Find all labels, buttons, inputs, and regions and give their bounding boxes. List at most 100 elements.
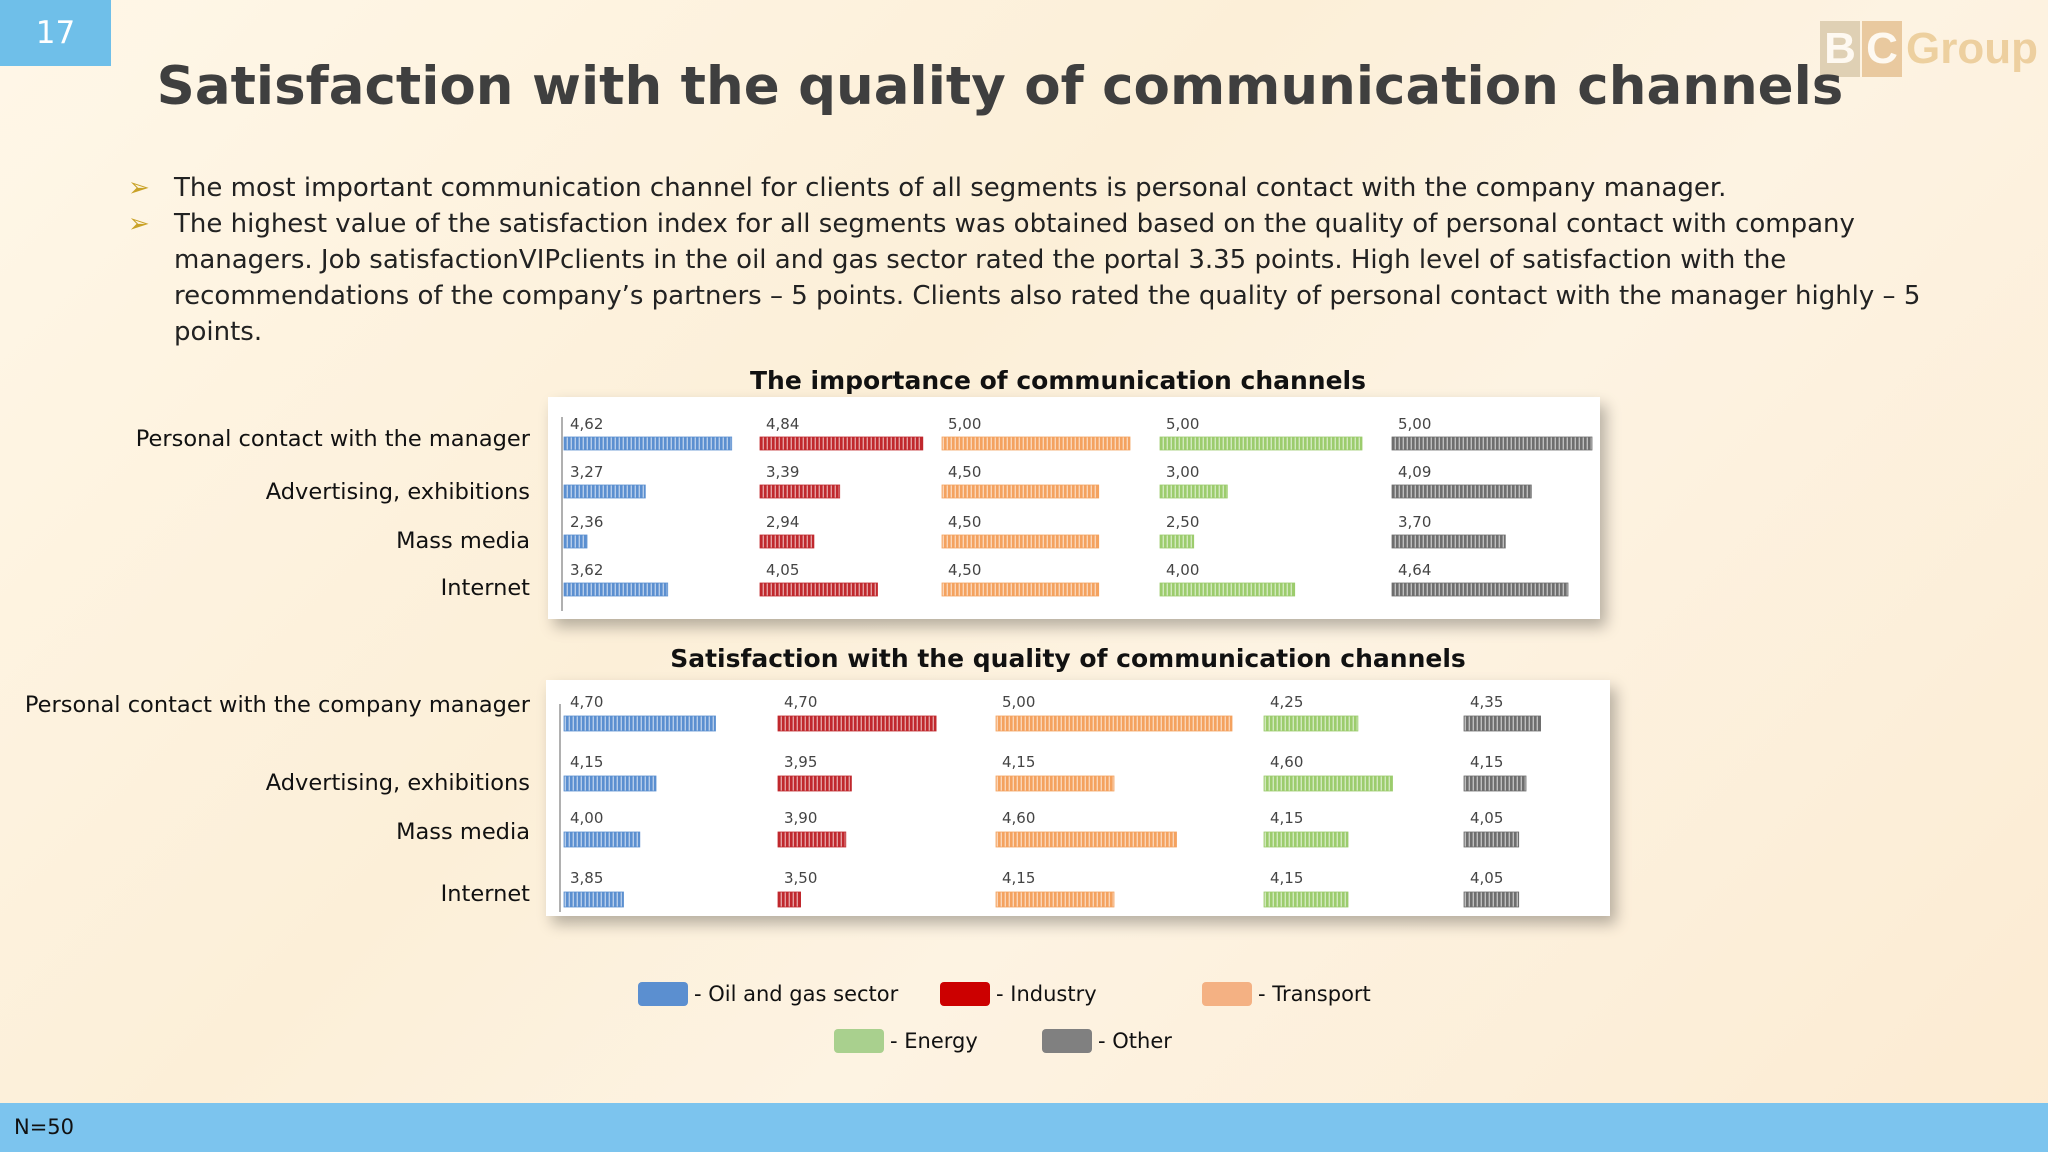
- bar-value-label: 3,90: [784, 809, 817, 827]
- bar-industry: [777, 831, 847, 848]
- bar-other: [1391, 582, 1569, 597]
- legend-label: - Industry: [996, 982, 1097, 1006]
- bar-value-label: 3,85: [570, 869, 603, 887]
- bar-transport: [995, 831, 1177, 848]
- bar-value-label: 4,60: [1002, 809, 1035, 827]
- legend-swatch: [834, 1029, 884, 1053]
- row-label: Personal contact with the company manage…: [25, 690, 530, 721]
- chart-satisfaction-svg: 4,70 4,15 4,00 3,85 4,70 3,95 3,90 3,50 5,00 4,15…: [559, 693, 1541, 912]
- bar-value-label: 4,05: [1470, 869, 1503, 887]
- bar-other: [1391, 484, 1532, 499]
- bar-value-label: 4,70: [784, 693, 817, 711]
- bar-value-label: 4,00: [570, 809, 603, 827]
- bar-industry: [759, 436, 924, 451]
- bar-value-label: 3,50: [784, 869, 817, 887]
- bar-other: [1463, 891, 1520, 908]
- bar-oil_gas: [563, 582, 669, 597]
- bar-industry: [759, 582, 878, 597]
- bar-value-label: 3,00: [1166, 463, 1199, 481]
- bar-energy: [1263, 891, 1349, 908]
- slide-number: 17: [0, 0, 111, 66]
- legend-item-transport: - Transport: [1202, 982, 1371, 1006]
- bullet-text: The highest value of the satisfaction in…: [174, 209, 1921, 347]
- bar-energy: [1159, 582, 1296, 597]
- footer-bar: N=50: [0, 1103, 2048, 1152]
- chart-title-satisfaction: Satisfaction with the quality of communi…: [670, 644, 1466, 673]
- legend-label: - Energy: [890, 1029, 978, 1053]
- row-label: Advertising, exhibitions: [265, 479, 530, 505]
- bar-energy: [1263, 715, 1359, 732]
- bar-value-label: 4,70: [570, 693, 603, 711]
- legend-item-energy: - Energy: [834, 1029, 978, 1053]
- bar-value-label: 3,27: [570, 463, 603, 481]
- bar-other: [1463, 775, 1527, 792]
- bullet-item: ➢ The most important communication channe…: [128, 170, 1928, 206]
- bar-energy: [1263, 775, 1393, 792]
- bar-value-label: 2,36: [570, 513, 603, 531]
- bar-value-label: 4,00: [1166, 561, 1199, 579]
- chart-importance-svg: 4,62 3,27 2,36 3,62 4,84 3,39 2,94 4,05 5,00 4,50…: [561, 415, 1593, 611]
- bar-industry: [759, 534, 815, 549]
- bar-value-label: 3,70: [1398, 513, 1431, 531]
- bar-oil_gas: [563, 534, 588, 549]
- bar-industry: [777, 775, 852, 792]
- bar-value-label: 4,50: [948, 513, 981, 531]
- bar-oil_gas: [563, 436, 733, 451]
- bar-value-label: 5,00: [1166, 415, 1199, 433]
- bar-value-label: 4,15: [1270, 869, 1303, 887]
- legend-label: - Oil and gas sector: [694, 982, 899, 1006]
- bullet-item: ➢ The highest value of the satisfaction i…: [128, 206, 1928, 350]
- page-title: Satisfaction with the quality of communi…: [156, 56, 1844, 117]
- bar-transport: [995, 891, 1115, 908]
- bar-value-label: 4,05: [1470, 809, 1503, 827]
- bar-value-label: 4,05: [766, 561, 799, 579]
- logo-letter-c: C: [1862, 21, 1903, 77]
- row-label-text: Personal contact with the company manage…: [24, 692, 530, 718]
- bar-oil_gas: [563, 715, 716, 732]
- bar-transport: [995, 775, 1115, 792]
- company-logo: B C Group: [1820, 18, 2038, 80]
- bar-value-label: 4,15: [1470, 753, 1503, 771]
- sample-size-note: N=50: [14, 1115, 75, 1139]
- chart-title-importance: The importance of communication channels: [749, 366, 1366, 395]
- bar-other: [1391, 436, 1593, 451]
- bar-value-label: 5,00: [948, 415, 981, 433]
- logo-text: Group: [1906, 24, 2038, 73]
- row-label: Mass media: [396, 819, 530, 845]
- legend-item-other: - Other: [1042, 1029, 1172, 1053]
- bar-oil_gas: [563, 831, 641, 848]
- bar-industry: [759, 484, 841, 499]
- bar-energy: [1159, 436, 1363, 451]
- arrow-bullet-icon: ➢: [128, 173, 150, 203]
- bar-value-label: 4,15: [1002, 869, 1035, 887]
- bar-transport: [941, 582, 1100, 597]
- arrow-bullet-icon: ➢: [128, 209, 150, 239]
- bar-value-label: 4,50: [948, 561, 981, 579]
- bar-energy: [1263, 831, 1349, 848]
- bar-other: [1391, 534, 1506, 549]
- legend-swatch: [940, 982, 990, 1006]
- bullet-list: ➢ The most important communication channe…: [128, 170, 1928, 350]
- bar-other: [1463, 831, 1520, 848]
- bar-value-label: 4,60: [1270, 753, 1303, 771]
- legend-item-oil-gas: - Oil and gas sector: [638, 982, 898, 1006]
- bar-value-label: 2,50: [1166, 513, 1199, 531]
- bar-energy: [1159, 534, 1195, 549]
- bar-transport: [941, 484, 1100, 499]
- row-label: Advertising, exhibitions: [265, 770, 530, 796]
- bar-value-label: 4,09: [1398, 463, 1431, 481]
- bar-value-label: 5,00: [1398, 415, 1431, 433]
- bar-value-label: 5,00: [1002, 693, 1035, 711]
- bar-oil_gas: [563, 484, 646, 499]
- bar-oil_gas: [563, 775, 657, 792]
- row-label: Internet: [440, 575, 530, 601]
- row-label: Mass media: [396, 528, 530, 554]
- bar-value-label: 2,94: [766, 513, 799, 531]
- chart-panel-importance: 4,62 3,27 2,36 3,62 4,84 3,39 2,94 4,05 5,00 4,50…: [548, 397, 1600, 619]
- bullet-text: The most important communication channel…: [174, 173, 1727, 203]
- bar-energy: [1159, 484, 1228, 499]
- row-label: Internet: [440, 881, 530, 907]
- legend-swatch: [1202, 982, 1252, 1006]
- bar-other: [1463, 715, 1541, 732]
- bar-value-label: 4,50: [948, 463, 981, 481]
